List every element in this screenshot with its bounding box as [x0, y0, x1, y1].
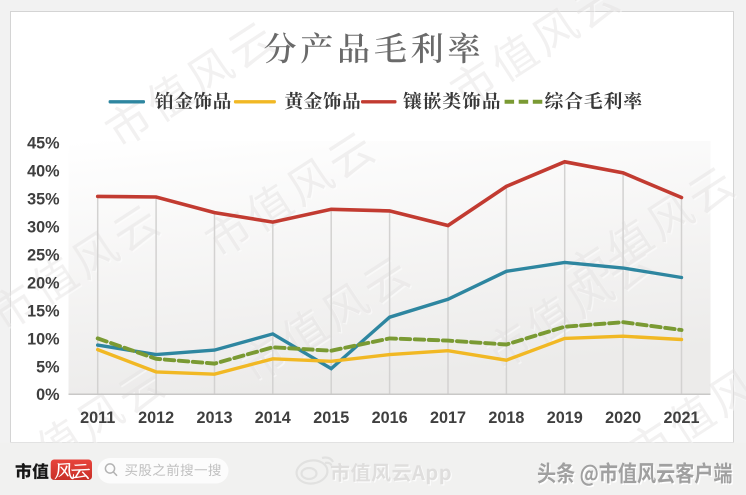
svg-text:2019: 2019: [547, 409, 583, 427]
svg-text:20%: 20%: [27, 274, 59, 292]
svg-text:0%: 0%: [36, 386, 59, 404]
svg-text:15%: 15%: [27, 302, 59, 320]
svg-text:2021: 2021: [663, 409, 699, 427]
svg-text:40%: 40%: [27, 163, 59, 181]
svg-text:2013: 2013: [196, 409, 232, 427]
svg-text:35%: 35%: [27, 191, 59, 209]
svg-text:2020: 2020: [605, 409, 641, 427]
svg-text:2018: 2018: [488, 409, 524, 427]
svg-text:2014: 2014: [255, 409, 291, 427]
svg-text:2016: 2016: [372, 409, 408, 427]
svg-text:5%: 5%: [36, 358, 59, 376]
svg-text:2011: 2011: [80, 409, 115, 427]
svg-text:10%: 10%: [27, 330, 59, 348]
svg-text:2015: 2015: [313, 409, 349, 427]
svg-text:2012: 2012: [138, 409, 174, 427]
svg-text:30%: 30%: [27, 219, 59, 237]
svg-text:45%: 45%: [27, 135, 59, 153]
svg-text:25%: 25%: [27, 247, 59, 265]
svg-text:2017: 2017: [430, 409, 466, 427]
